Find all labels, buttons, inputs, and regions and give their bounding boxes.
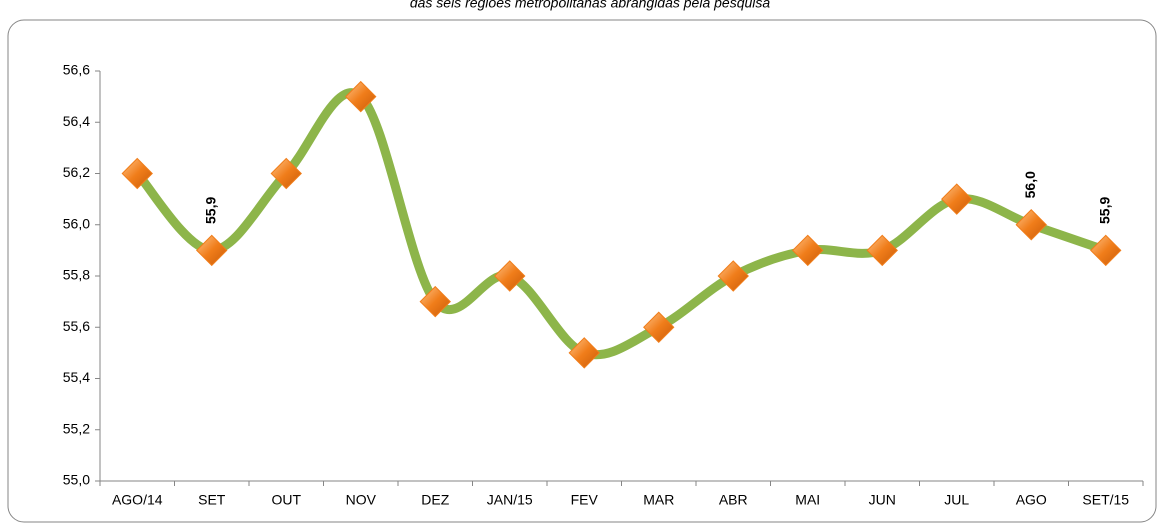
data-marker [1090,234,1122,267]
data-marker [1015,209,1047,241]
data-marker [121,157,153,190]
y-tick-label: 56,4 [63,113,90,129]
chart-subtitle: das seis regiões metropolitanas abrangid… [410,0,771,11]
data-label: 56,0 [1022,171,1038,198]
data-marker [866,234,898,267]
data-marker [494,260,526,292]
x-tick-label: JAN/15 [487,492,533,508]
x-tick-label: AGO/14 [112,492,163,508]
data-label: 55,9 [202,197,218,224]
x-tick-label: AGO [1016,492,1047,508]
x-tick-label: ABR [719,492,748,508]
y-tick-label: 56,0 [63,215,90,231]
y-tick-label: 56,6 [63,62,90,78]
data-marker [792,234,824,267]
x-tick-label: MAR [643,492,674,508]
x-tick-label: JUL [944,492,969,508]
x-tick-label: SET [198,492,226,508]
data-marker [419,285,451,318]
x-tick-label: DEZ [421,492,449,508]
data-marker [568,337,600,369]
data-marker [717,260,749,292]
data-marker [643,311,675,343]
x-tick-label: FEV [571,492,599,508]
data-marker [941,183,973,215]
x-tick-label: NOV [346,492,377,508]
data-marker [345,80,377,113]
x-tick-label: JUN [869,492,896,508]
y-tick-label: 55,0 [63,472,90,488]
y-tick-label: 55,2 [63,420,90,436]
chart-frame [7,19,1157,523]
x-tick-label: OUT [271,492,301,508]
x-tick-label: MAI [795,492,820,508]
y-tick-label: 56,2 [63,164,90,180]
y-tick-label: 55,6 [63,318,90,334]
data-marker [270,157,302,190]
data-label: 55,9 [1096,197,1112,224]
y-tick-label: 55,4 [63,369,90,385]
data-marker [196,234,228,267]
x-tick-label: SET/15 [1082,492,1129,508]
y-tick-label: 55,8 [63,267,90,283]
